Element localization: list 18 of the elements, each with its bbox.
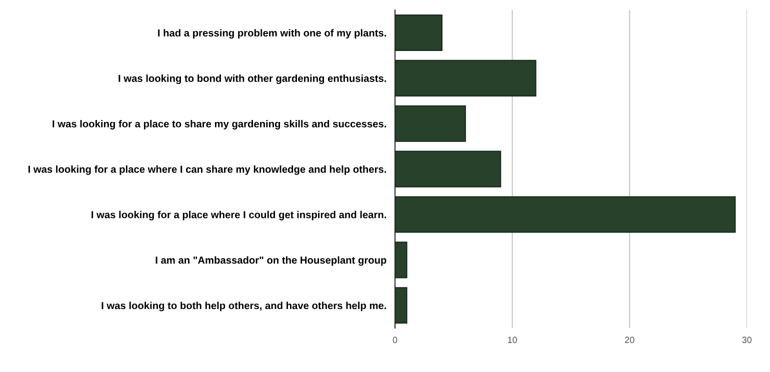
y-tick-label: I was looking to bond with other gardening enthusiasts. [118,74,386,84]
x-tick-label: 30 [742,336,752,344]
y-tick-label: I was looking for a place where I could get inspired and learn. [92,210,386,220]
y-tick-label: I was looking to both help others, and have others help me. [102,302,386,312]
bar [395,150,502,188]
y-tick-label: I was looking for a place where I can share my knowledge and help others. [28,165,386,175]
x-tick-label: 10 [508,336,517,344]
y-tick-label: I had a pressing problem with one of my plants. [158,29,386,39]
bar [395,105,466,142]
y-tick-label: I was looking for a place to share my gardening skills and successes. [52,120,386,130]
x-tick-label: 20 [625,336,634,344]
x-tick-label: 0 [392,336,398,344]
bar [395,287,408,324]
bar [395,196,736,233]
bar [395,242,408,278]
y-tick-label: I am an "Ambassador" on the Houseplant group [156,256,386,266]
bar [395,14,442,52]
bar [395,60,536,96]
